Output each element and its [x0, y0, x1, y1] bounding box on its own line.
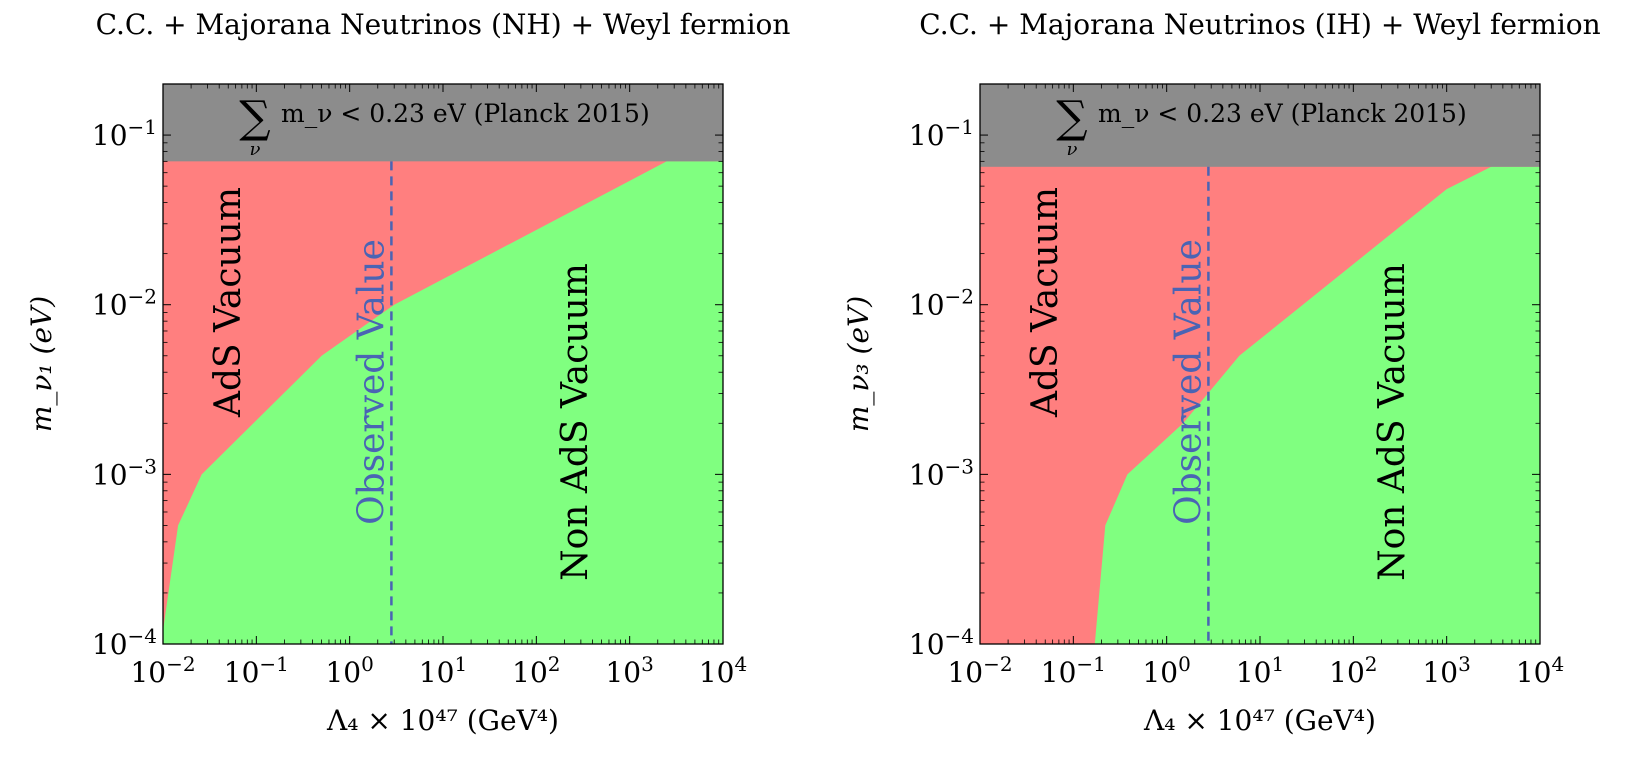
- chart-title: C.C. + Majorana Neutrinos (IH) + Weyl fe…: [919, 8, 1600, 41]
- ads-vacuum-label: AdS Vacuum: [208, 187, 249, 418]
- planck-excluded-band: [163, 84, 723, 162]
- x-tick-label: 10−1: [224, 652, 289, 689]
- y-tick-label: 10−4: [92, 624, 157, 661]
- observed-value-label: Observed Value: [351, 239, 392, 525]
- y-tick-label: 10−2: [92, 285, 157, 322]
- x-axis-label: Λ₄ × 10⁴⁷ (GeV⁴): [1143, 704, 1376, 737]
- x-tick-label: 10−2: [947, 652, 1012, 689]
- y-tick-label: 10−1: [909, 115, 974, 152]
- x-tick-label: 103: [605, 652, 653, 689]
- x-tick-label: 10−2: [130, 652, 195, 689]
- x-tick-label: 101: [1236, 652, 1284, 689]
- ads-vacuum-label: AdS Vacuum: [1025, 187, 1066, 418]
- x-tick-label: 102: [1329, 652, 1377, 689]
- y-tick-label: 10−3: [909, 454, 974, 491]
- band-label-sum: ∑: [1056, 92, 1087, 143]
- x-tick-label: 102: [512, 652, 560, 689]
- y-tick-label: 10−4: [909, 624, 974, 661]
- band-label-sub: ν: [250, 139, 261, 160]
- band-label: m_ν < 0.23 eV (Planck 2015): [1098, 99, 1467, 128]
- y-axis-label: m_ν₁ (eV): [25, 296, 58, 432]
- ads-region: [163, 84, 723, 644]
- x-tick-label: 104: [1516, 652, 1564, 689]
- y-tick-label: 10−1: [92, 115, 157, 152]
- planck-excluded-band: [980, 84, 1540, 167]
- y-axis-label: m_ν₃ (eV): [842, 296, 875, 432]
- chart-title: C.C. + Majorana Neutrinos (NH) + Weyl fe…: [96, 8, 791, 41]
- chart-ih: ∑ν m_ν < 0.23 eV (Planck 2015) AdS Vacuum O…: [842, 8, 1601, 737]
- ads-region: [980, 84, 1540, 644]
- x-tick-label: 100: [325, 652, 373, 689]
- chart-nh: ∑ν m_ν < 0.23 eV (Planck 2015) AdS Vacuum O…: [25, 8, 790, 737]
- y-tick-label: 10−3: [92, 454, 157, 491]
- band-label-sub: ν: [1067, 139, 1078, 160]
- band-label-sum: ∑: [239, 92, 270, 143]
- x-tick-label: 101: [419, 652, 467, 689]
- band-label: m_ν < 0.23 eV (Planck 2015): [281, 99, 650, 128]
- x-tick-label: 104: [699, 652, 747, 689]
- x-tick-label: 10−1: [1041, 652, 1106, 689]
- x-tick-label: 103: [1422, 652, 1470, 689]
- non-ads-vacuum-label: Non AdS Vacuum: [555, 263, 596, 581]
- observed-value-label: Observed Value: [1168, 239, 1209, 525]
- y-tick-label: 10−2: [909, 285, 974, 322]
- x-axis-label: Λ₄ × 10⁴⁷ (GeV⁴): [326, 704, 559, 737]
- x-tick-label: 100: [1142, 652, 1190, 689]
- non-ads-vacuum-label: Non AdS Vacuum: [1372, 263, 1413, 581]
